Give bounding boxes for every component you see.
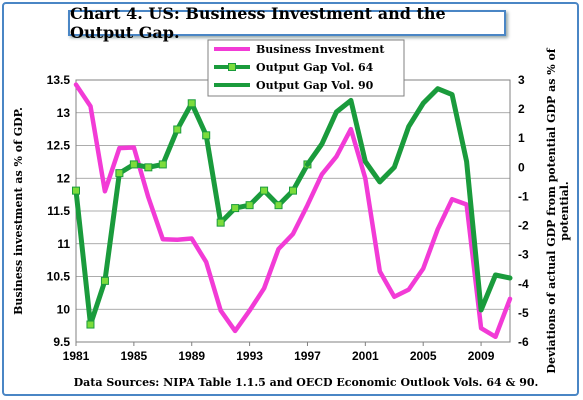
y2-tick-label: 0 [518, 160, 525, 174]
legend-marker [228, 63, 236, 71]
y-tick-label: 13.5 [47, 73, 71, 87]
data-point-marker [216, 218, 225, 227]
legend: Business Investment Output Gap Vol. 64 Out… [207, 39, 405, 97]
x-tick-label: 2005 [410, 349, 437, 363]
x-tick-label: 1993 [236, 349, 263, 363]
data-point-marker [100, 276, 109, 285]
y-tick-label: 10.5 [47, 270, 71, 284]
series-line-2 [305, 86, 513, 313]
data-point-marker [86, 320, 95, 329]
y2-tick-label: -4 [518, 277, 529, 291]
y-axis-title: Business investment as % of GDP. [12, 107, 25, 315]
y2-axis-title: Deviations of actual GDP from potential … [545, 47, 571, 373]
y-tick-label: 10 [57, 302, 71, 316]
source-note: Data Sources: NIPA Table 1.1.5 and OECD … [74, 376, 539, 389]
data-point-marker [289, 186, 297, 195]
data-point-marker [202, 131, 211, 140]
data-point-marker [129, 160, 138, 169]
data-point-marker [72, 186, 80, 195]
y-tick-label: 9.5 [53, 335, 70, 349]
data-point-marker [260, 186, 269, 195]
y2-tick-label: 2 [518, 102, 525, 116]
y-tick-label: 11 [57, 237, 70, 251]
legend-label: Output Gap Vol. 90 [256, 79, 374, 92]
y-tick-label: 12.5 [47, 139, 71, 153]
series-line-1 [73, 100, 310, 327]
data-point-marker [115, 169, 124, 178]
chart-frame [2, 2, 579, 396]
y2-tick-label: -2 [518, 219, 529, 233]
y-tick-label: 11.5 [47, 204, 70, 218]
series-line-0 [73, 82, 513, 340]
y-tick-label: 13 [57, 106, 71, 120]
right-axis-tick-labels: -6 -5 -4 -3 -2 -1 0 1 2 3 [518, 73, 529, 349]
x-tick-label: 2009 [468, 349, 495, 363]
data-point-marker [187, 99, 196, 108]
x-tick-label: 1985 [121, 349, 148, 363]
data-point-marker [158, 160, 167, 169]
legend-label: Business Investment [256, 43, 385, 56]
y-tick-label: 12 [57, 171, 71, 185]
x-tick-label: 1997 [294, 349, 321, 363]
data-point-marker [274, 201, 283, 210]
data-point-marker [231, 204, 240, 213]
x-tick-label: 1989 [178, 349, 205, 363]
y2-tick-label: 3 [518, 73, 525, 87]
left-axis-tick-labels: 9.5 10 10.5 11 11.5 12 12.5 13 13.5 [47, 73, 71, 349]
x-tick-label: 2001 [352, 349, 379, 363]
y2-tick-label: 1 [518, 131, 525, 145]
y2-tick-label: -6 [518, 335, 529, 349]
data-point-marker [245, 201, 254, 210]
legend-label: Output Gap Vol. 64 [256, 61, 374, 74]
data-point-marker [173, 125, 182, 134]
y2-tick-label: -3 [518, 248, 529, 262]
data-point-marker [144, 163, 153, 172]
x-tick-label: 1981 [63, 349, 90, 363]
y2-tick-label: -5 [518, 306, 529, 320]
series-lines [72, 82, 513, 340]
y2-tick-label: -1 [518, 189, 529, 203]
x-axis-tick-labels: 1981 1985 1989 1993 1997 2001 2005 2009 [63, 349, 495, 363]
